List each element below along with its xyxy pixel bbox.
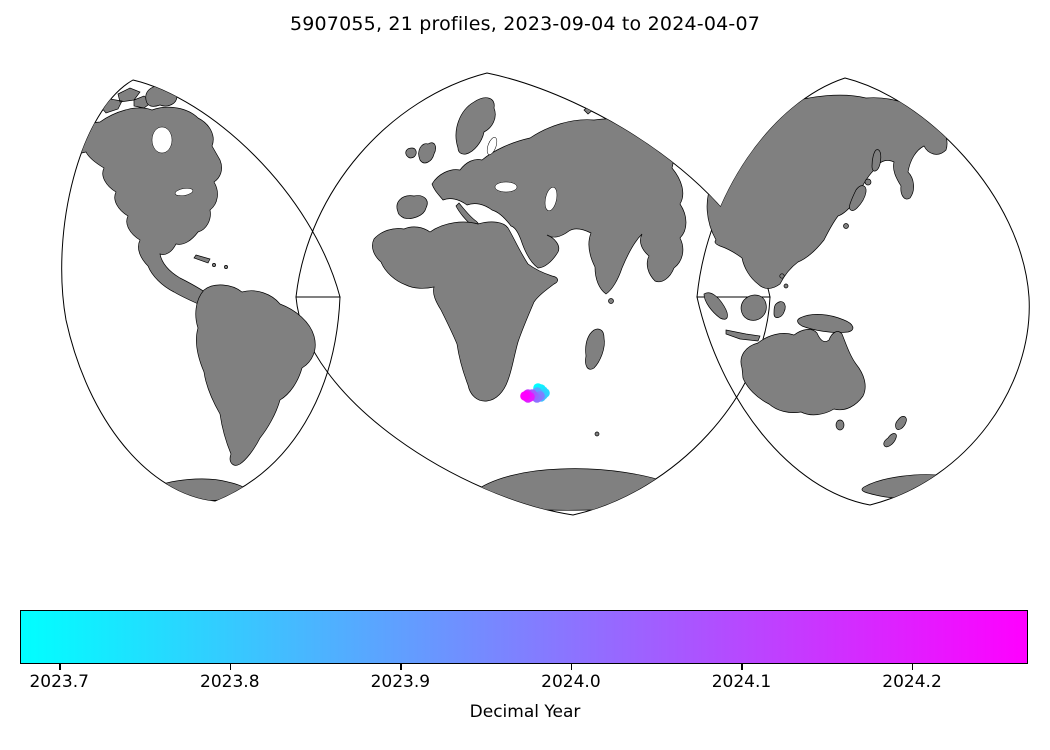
colorbar-tick-label: 2023.9 xyxy=(370,672,431,692)
landmass-south-america xyxy=(195,284,316,466)
landmass-britain xyxy=(418,142,436,164)
sea-caspian xyxy=(544,186,558,212)
landmass-east-asia xyxy=(706,94,948,289)
sea-baltic xyxy=(486,137,498,155)
landmass-scandinavia xyxy=(455,97,496,155)
landmass-iberia xyxy=(396,195,428,219)
world-map xyxy=(61,72,1030,516)
colorbar-axis-label: Decimal Year xyxy=(469,702,581,722)
landmass-japan xyxy=(849,185,867,211)
colorbar-tick xyxy=(59,664,61,670)
colorbar-tick xyxy=(400,664,402,670)
landmass-kyushu xyxy=(843,223,849,229)
landmass-caribbean-island xyxy=(212,263,216,267)
landmass-borneo xyxy=(740,294,767,321)
sea-hudson-bay xyxy=(151,126,173,154)
landmass-sulawesi xyxy=(773,301,786,318)
colorbar-tick xyxy=(229,664,232,670)
landmass-madagascar xyxy=(585,328,605,370)
colorbar xyxy=(20,610,1028,664)
sea-great-lakes xyxy=(174,187,194,197)
landmass-greenland xyxy=(145,84,179,107)
landmass-north-america xyxy=(65,106,222,311)
landmass-africa xyxy=(372,221,558,402)
chart-title: 5907055, 21 profiles, 2023-09-04 to 2024… xyxy=(289,13,761,35)
landmass-australia xyxy=(740,329,866,416)
sea-black-sea xyxy=(494,181,518,193)
colorbar-tick-label: 2024.1 xyxy=(711,672,772,692)
landmass-tasmania xyxy=(835,419,845,431)
colorbar-tick-label: 2023.7 xyxy=(29,672,89,692)
landmass-sumatra xyxy=(703,292,728,320)
landmass-philippines xyxy=(779,273,785,279)
colorbar-tick xyxy=(912,664,914,670)
landmass-hokkaido xyxy=(864,178,872,186)
profile-marker xyxy=(520,391,530,401)
colorbar-tick xyxy=(570,664,573,670)
landmass-sri-lanka xyxy=(608,298,614,304)
landmasses xyxy=(65,84,976,511)
landmass-new-zealand xyxy=(883,416,907,448)
landmass-philippines xyxy=(783,283,789,289)
landmass-sakhalin xyxy=(871,149,882,172)
landmass-new-guinea xyxy=(797,314,854,333)
landmass-caribbean-island xyxy=(224,265,228,269)
colorbar-tick-label: 2023.8 xyxy=(200,672,260,692)
colorbar-tick xyxy=(741,664,743,670)
profile-markers xyxy=(520,383,550,403)
landmass-java xyxy=(725,329,761,342)
landmass-ireland xyxy=(405,147,417,159)
colorbar-tick-label: 2024.2 xyxy=(882,672,942,692)
colorbar-tick-label: 2024.0 xyxy=(541,672,601,692)
landmass-kerguelen xyxy=(594,431,600,437)
landmass-cuba xyxy=(193,254,211,264)
